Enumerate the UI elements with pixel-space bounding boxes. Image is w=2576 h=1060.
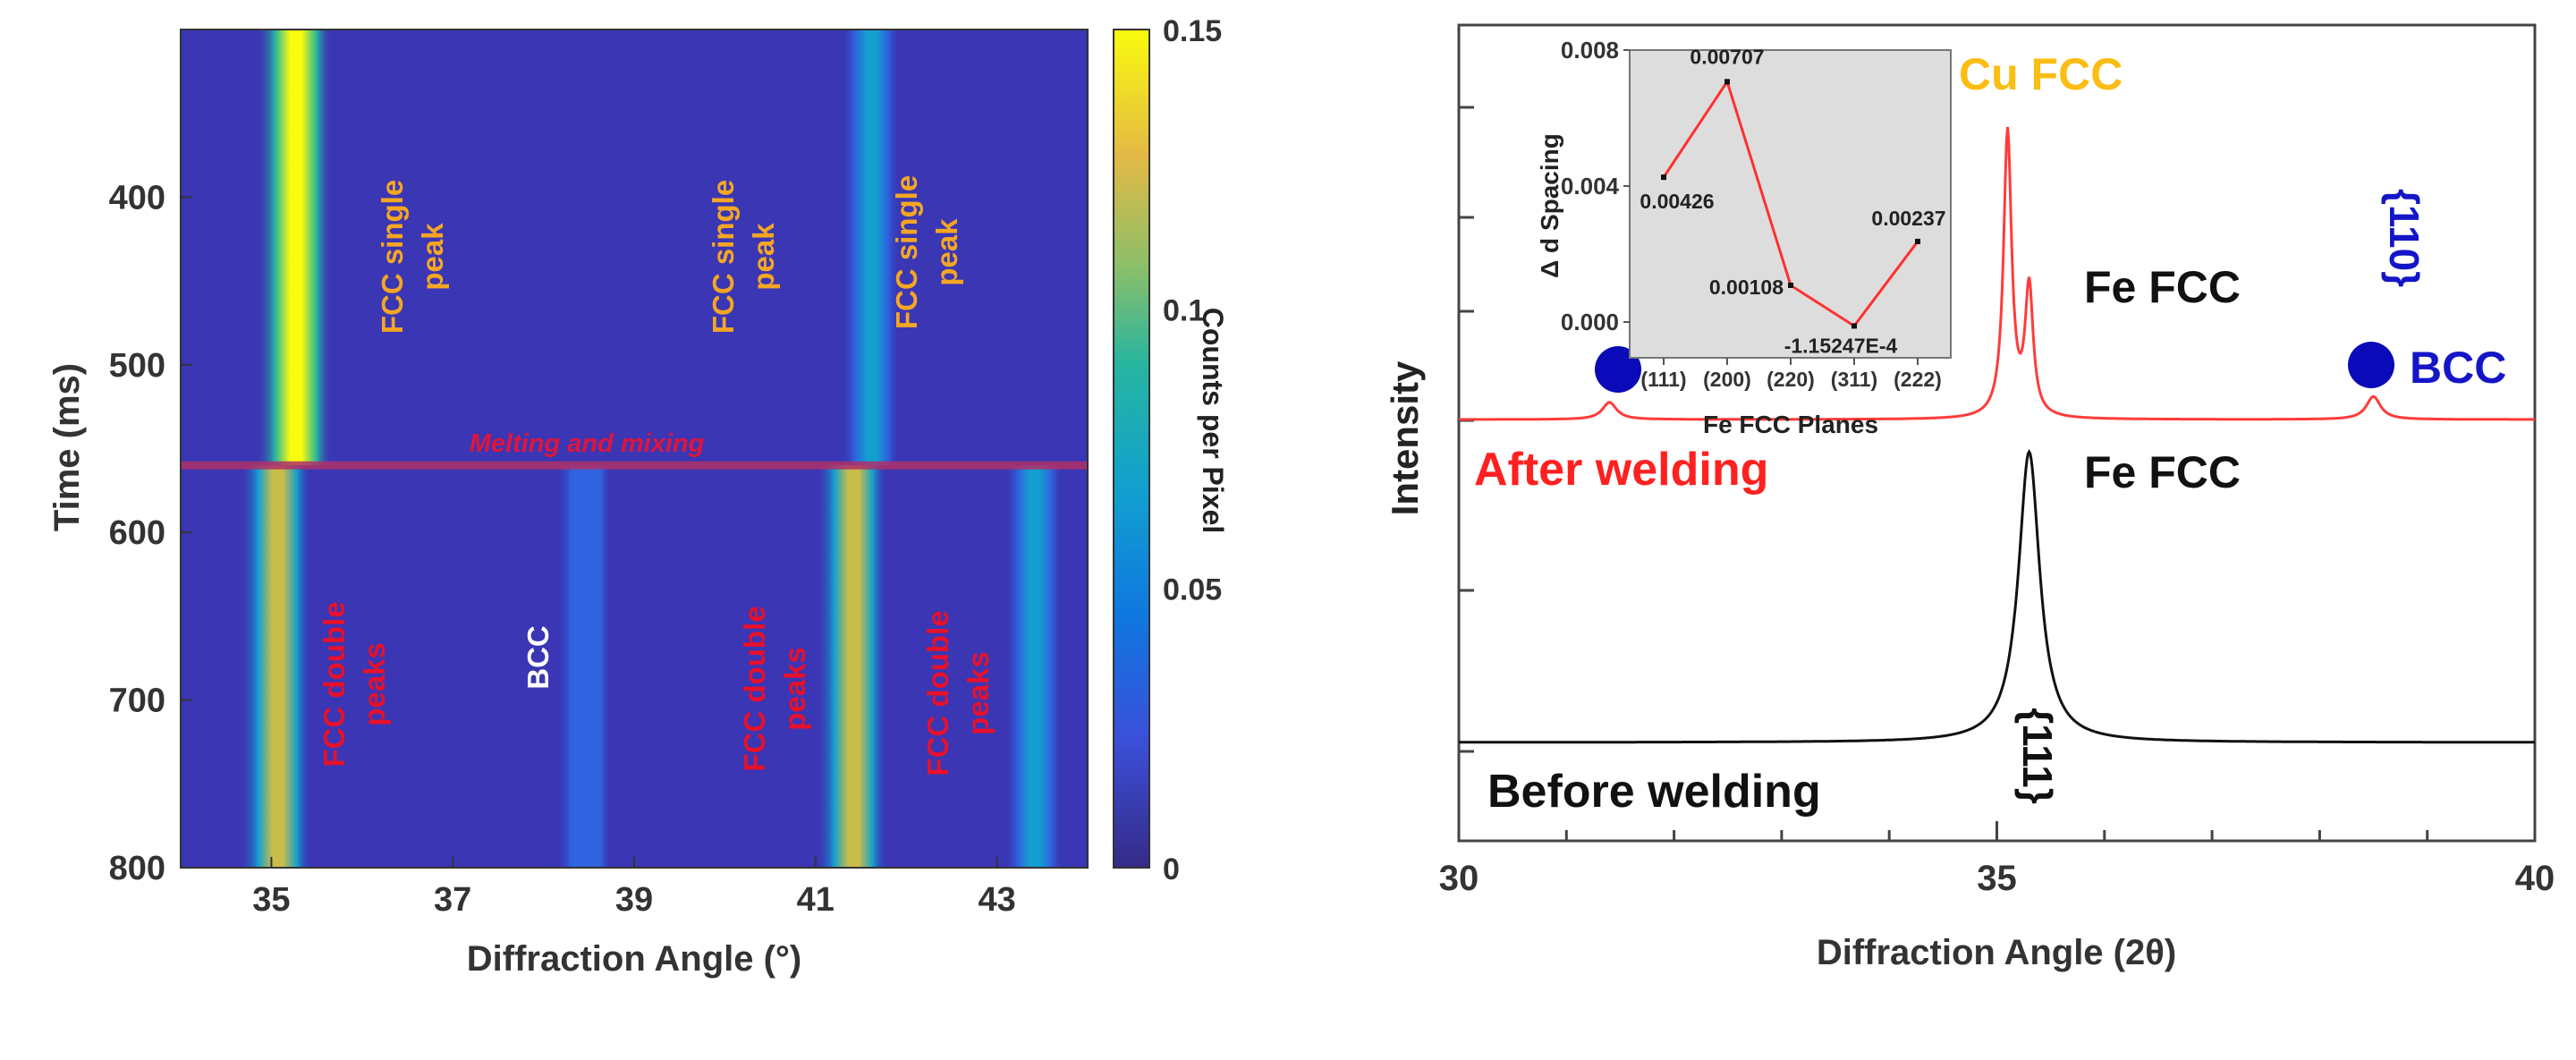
x-tick-label: 41	[797, 881, 835, 919]
label-bcc: BCC	[2410, 343, 2506, 393]
label-after-welding-text: After welding	[1474, 444, 1768, 496]
annotation-fcc-double-3b: peaks	[962, 651, 995, 735]
inset-data-label: 0.00707	[1690, 45, 1764, 68]
annotation-fcc-single-1a: FCC single	[376, 180, 409, 334]
y-tick-label: 500	[109, 347, 165, 385]
x-tick-label: 39	[615, 881, 653, 919]
inset-y-tick-label: 0.008	[1561, 37, 1619, 64]
label-fe-fcc-before: Fe FCC	[2084, 447, 2241, 497]
y-tick-label: 700	[109, 683, 165, 720]
heatmap-peak-band	[816, 465, 887, 868]
annotation-melting: Melting and mixing	[470, 429, 705, 458]
annotation-fcc-double-1b: peaks	[358, 642, 391, 726]
heatmap-y-label: Time (ms)	[47, 363, 87, 531]
heatmap-x-label: Diffraction Angle (°)	[467, 939, 802, 979]
inset-data-point	[1724, 79, 1730, 85]
line-y-label: Intensity	[1384, 360, 1426, 515]
inset-y-label: Δ d Spacing	[1536, 133, 1563, 278]
label-cu-fcc: Cu FCC	[1959, 49, 2123, 99]
annotation-fcc-double-2b: peaks	[778, 647, 811, 731]
label-before-welding: Before welding	[1487, 766, 1821, 818]
series-before-welding	[1459, 448, 2535, 744]
series-after-welding	[1459, 126, 2535, 421]
annotation-fcc-single-3b: peak	[930, 218, 963, 286]
label-fe-fcc-after: Fe FCC	[2084, 262, 2241, 312]
y-tick-label: 400	[109, 179, 165, 216]
inset-data-point	[1788, 282, 1793, 288]
x-tick-label: 43	[978, 881, 1015, 919]
inset-data-label: 0.00237	[1871, 207, 1945, 230]
heatmap-peak-band	[256, 30, 333, 466]
inset-x-tick-label: (311)	[1831, 368, 1877, 391]
inset-data-label: 0.00108	[1709, 276, 1784, 299]
colorbar-tick-label: 0.05	[1163, 573, 1222, 607]
x-tick-label: 30	[1439, 859, 1479, 898]
colorbar-tick-label: 0.1	[1163, 293, 1205, 327]
inset-x-tick-label: (111)	[1640, 368, 1686, 391]
x-tick-label: 40	[2515, 859, 2555, 898]
y-tick-label: 800	[109, 850, 165, 887]
inset-x-label: Fe FCC Planes	[1703, 411, 1878, 438]
inset-x-tick-label: (220)	[1767, 368, 1815, 391]
line-x-label: Diffraction Angle (2θ)	[1817, 933, 2176, 972]
heatmap-peak-band	[240, 465, 311, 868]
annotation-bcc: BCC	[521, 625, 555, 690]
line-chart-frame	[1457, 23, 2537, 843]
inset-data-point	[1915, 238, 1920, 244]
heatmap-chart: 35 37 39 41 43 400 500 600 700 800 Diffraction A…	[47, 14, 1229, 979]
annotation-fcc-double-2a: FCC double	[738, 606, 771, 771]
heatmap-peak-band	[840, 30, 901, 466]
label-plane-110: {110}	[2381, 189, 2428, 287]
inset-data-point	[1661, 174, 1666, 181]
heatmap-peaks	[240, 30, 1063, 868]
bcc-marker-right	[2348, 342, 2394, 388]
heatmap-peak-band	[556, 465, 612, 868]
heatmap-peak-band	[1003, 465, 1063, 868]
annotation-fcc-single-2a: FCC single	[707, 180, 740, 334]
inset-chart: 0.008 0.004 0.000 (111) (200) (220) (311) (222…	[1536, 37, 1952, 438]
xrd-line-chart: 30 35 40 Diffraction Angle (2θ) Intensity …	[1384, 23, 2555, 972]
label-plane-111: {111}	[2014, 708, 2061, 804]
annotation-fcc-single-3a: FCC single	[890, 175, 923, 329]
inset-data-label: -1.15247E-4	[1784, 334, 1898, 357]
annotation-fcc-double-3a: FCC double	[921, 610, 954, 776]
inset-plot-area	[1629, 49, 1952, 359]
colorbar-label: Counts per Pixel	[1197, 308, 1229, 534]
colorbar-tick-label: 0	[1163, 852, 1180, 886]
inset-data-point	[1852, 323, 1857, 329]
x-tick-label: 35	[252, 881, 290, 919]
x-tick-label: 37	[434, 881, 471, 919]
x-tick-label: 35	[1977, 859, 2017, 898]
inset-y-tick-label: 0.004	[1561, 173, 1620, 199]
y-tick-label: 600	[109, 514, 165, 552]
inset-y-tick-label: 0.000	[1561, 309, 1619, 335]
colorbar-tick-label: 0.15	[1163, 14, 1222, 48]
inset-x-tick-label: (222)	[1894, 368, 1942, 391]
inset-data-label: 0.00426	[1640, 190, 1714, 213]
annotation-fcc-single-1b: peak	[416, 223, 449, 291]
annotation-fcc-double-1a: FCC double	[318, 601, 351, 767]
colorbar	[1113, 29, 1150, 869]
annotation-fcc-single-2b: peak	[747, 223, 780, 291]
inset-x-tick-label: (200)	[1703, 368, 1751, 391]
